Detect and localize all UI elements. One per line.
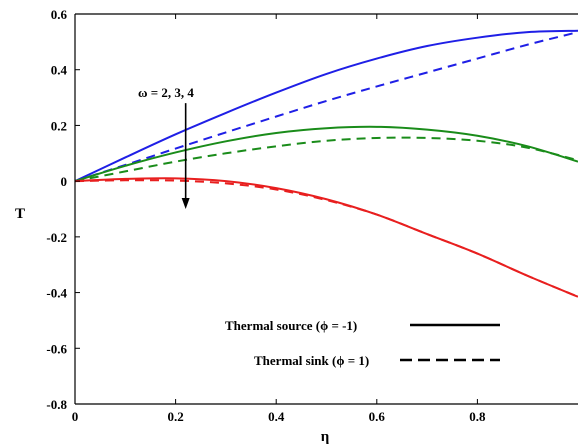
- y-tick-label: 0.2: [51, 118, 67, 133]
- axes: 0 0.2 0.4 0.6 0.8 -0.8 -0.6 -0.4 -0.2 0 0.2 0.4 0.6: [46, 7, 578, 424]
- annotation: ω = 2, 3, 4: [138, 85, 194, 209]
- y-axis-label: T: [15, 206, 25, 222]
- plot-area: [74, 29, 578, 298]
- series-line-2-solid: [74, 125, 578, 183]
- omega-annotation: ω = 2, 3, 4: [138, 85, 194, 100]
- legend: Thermal source (ϕ = -1) Thermal sink (ϕ …: [225, 318, 500, 368]
- x-tick-label: 0.4: [268, 409, 285, 424]
- legend-label-sink: Thermal sink (ϕ = 1): [254, 353, 369, 368]
- y-tick-label: -0.8: [46, 397, 67, 412]
- x-tick-label: 0.6: [369, 409, 386, 424]
- x-tick-label: 0.2: [167, 409, 183, 424]
- y-tick-label: 0.4: [51, 63, 68, 78]
- series-line-0-solid: [74, 29, 578, 183]
- series-line-5-dashed: [74, 179, 578, 298]
- y-tick-label: -0.6: [46, 341, 67, 356]
- series-line-3-dashed: [74, 136, 578, 183]
- x-tick-label: 0.8: [469, 409, 486, 424]
- annotation-arrow-head: [181, 198, 190, 209]
- y-tick-label: -0.2: [46, 230, 67, 245]
- series-line-4-solid: [74, 177, 578, 298]
- y-tick-label: 0: [61, 174, 68, 189]
- series-line-1-dashed: [74, 31, 578, 183]
- x-tick-label: 0: [72, 409, 79, 424]
- y-tick-label: -0.4: [46, 286, 67, 301]
- legend-label-source: Thermal source (ϕ = -1): [225, 318, 357, 333]
- x-axis-label: η: [321, 429, 330, 445]
- y-tick-label: 0.6: [51, 7, 68, 22]
